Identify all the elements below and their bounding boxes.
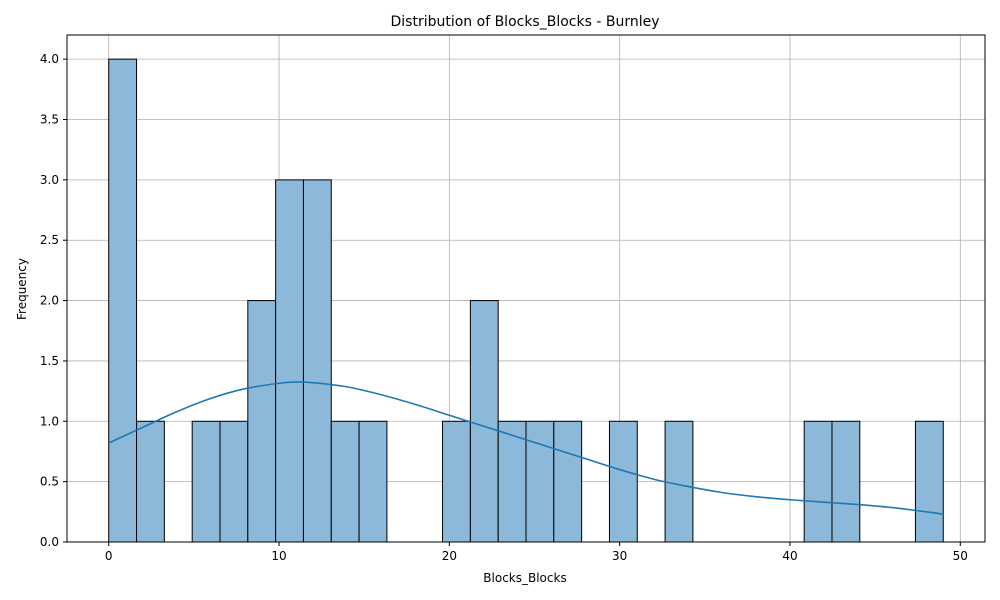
x-tick-label: 30 [612,549,627,563]
histogram-bar [469,300,499,543]
histogram-bar [219,420,249,543]
y-axis-label: Frequency [15,258,29,320]
histogram-bar [664,420,694,543]
kde-curve-group [108,381,944,516]
axes-frame [66,34,986,543]
histogram-bar [803,420,833,543]
y-tick-label: 0.5 [40,475,59,489]
x-tick-label: 40 [782,549,797,563]
chart-title: Distribution of Blocks_Blocks - Burnley [391,14,660,30]
y-tick-label: 3.0 [40,173,59,187]
histogram-bar [108,58,138,543]
y-tick-label: 4.0 [40,52,59,66]
histogram-bar [330,420,360,543]
y-tick-label: 3.5 [40,113,59,127]
kde-line [108,381,944,516]
histogram-bar [497,420,527,543]
histogram-bars [108,58,944,543]
histogram-bar [136,420,165,543]
x-tick-label: 0 [105,549,113,563]
x-axis-label: Blocks_Blocks [483,571,566,585]
histogram-bar [442,420,471,543]
x-tick-label: 10 [271,549,286,563]
y-tick-label: 0.0 [40,535,59,549]
y-tick-label: 2.0 [40,294,59,308]
x-tick-label: 50 [953,549,968,563]
histogram-bar [275,179,304,543]
histogram-bar [191,420,221,543]
histogram-bar [358,420,388,543]
histogram-bar [608,420,638,543]
y-tick-label: 2.5 [40,233,59,247]
histogram-bar [553,420,583,543]
histogram-bar [831,420,861,543]
histogram-bar [247,300,277,543]
histogram-bar [914,420,944,543]
x-axis-ticks: 0 10 20 30 40 50 [105,542,968,563]
y-tick-label: 1.0 [40,414,59,428]
histogram-bar [525,420,555,543]
y-axis-ticks: 0.0 0.5 1.0 1.5 2.0 2.5 3.0 3.5 4.0 [40,52,67,549]
x-tick-label: 20 [442,549,457,563]
histogram-bar [302,179,332,543]
y-tick-label: 1.5 [40,354,59,368]
